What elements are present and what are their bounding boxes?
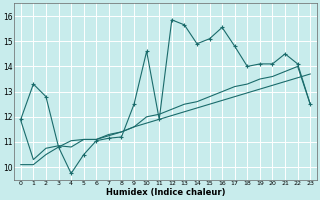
X-axis label: Humidex (Indice chaleur): Humidex (Indice chaleur) [106,188,225,197]
